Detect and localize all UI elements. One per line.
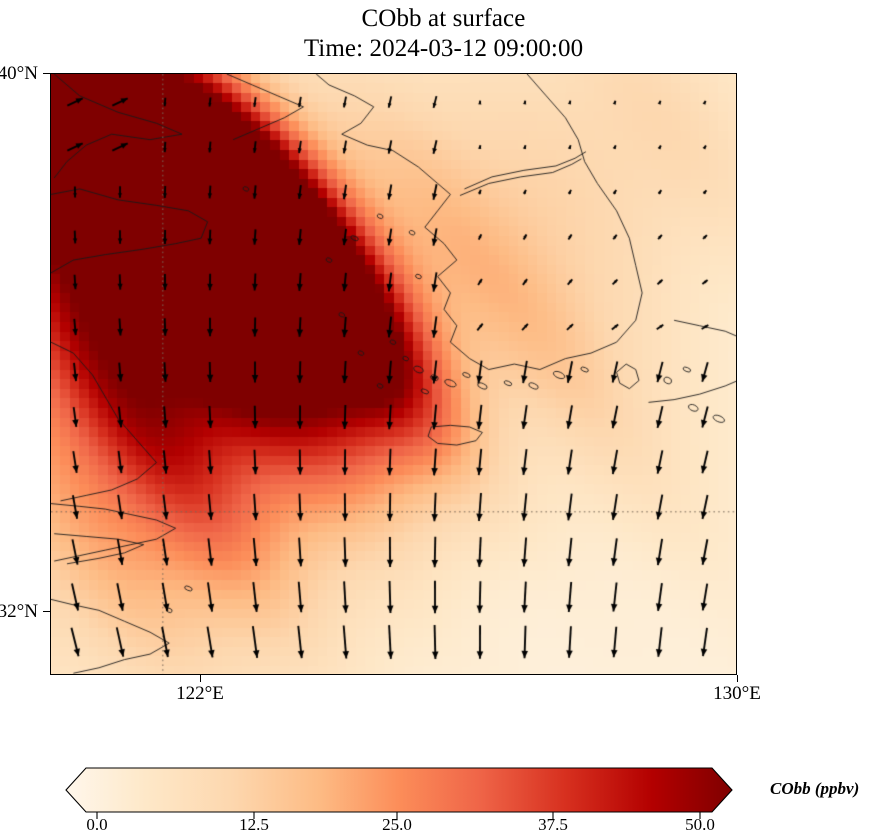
map-plot-area[interactable] — [50, 73, 737, 675]
colorbar-tick-label-0: 0.0 — [86, 815, 108, 834]
axis-label-lat-bottom: 32°N — [0, 601, 38, 622]
tick-lat-32 — [43, 611, 50, 613]
colorbar-gradient-bar[interactable] — [65, 767, 733, 813]
colorbar-tick-label-4: 50.0 — [685, 815, 715, 834]
colorbar-tick-label-2: 25.0 — [382, 815, 412, 834]
tick-lon-130 — [737, 675, 739, 682]
axis-label-lon-left: 122°E — [176, 683, 224, 704]
figure-subtitle-time: Time: 2024-03-12 09:00:00 — [303, 34, 584, 62]
wind-vector-overlay — [51, 74, 736, 674]
colorbar-tick-label-3: 37.5 — [538, 815, 568, 834]
tick-lat-40 — [43, 73, 50, 75]
axis-label-lat-top: 40°N — [0, 63, 38, 84]
page-title: CObb at surface — [361, 5, 526, 32]
tick-lon-122 — [200, 675, 202, 682]
axis-label-lon-right: 130°E — [713, 683, 761, 704]
colorbar-tick-label-1: 12.5 — [239, 815, 269, 834]
figure-title-block: CObb at surface Time: 2024-03-12 09:00:0… — [0, 4, 887, 63]
colorbar-unit-label: CObb (ppbv) — [770, 779, 860, 798]
